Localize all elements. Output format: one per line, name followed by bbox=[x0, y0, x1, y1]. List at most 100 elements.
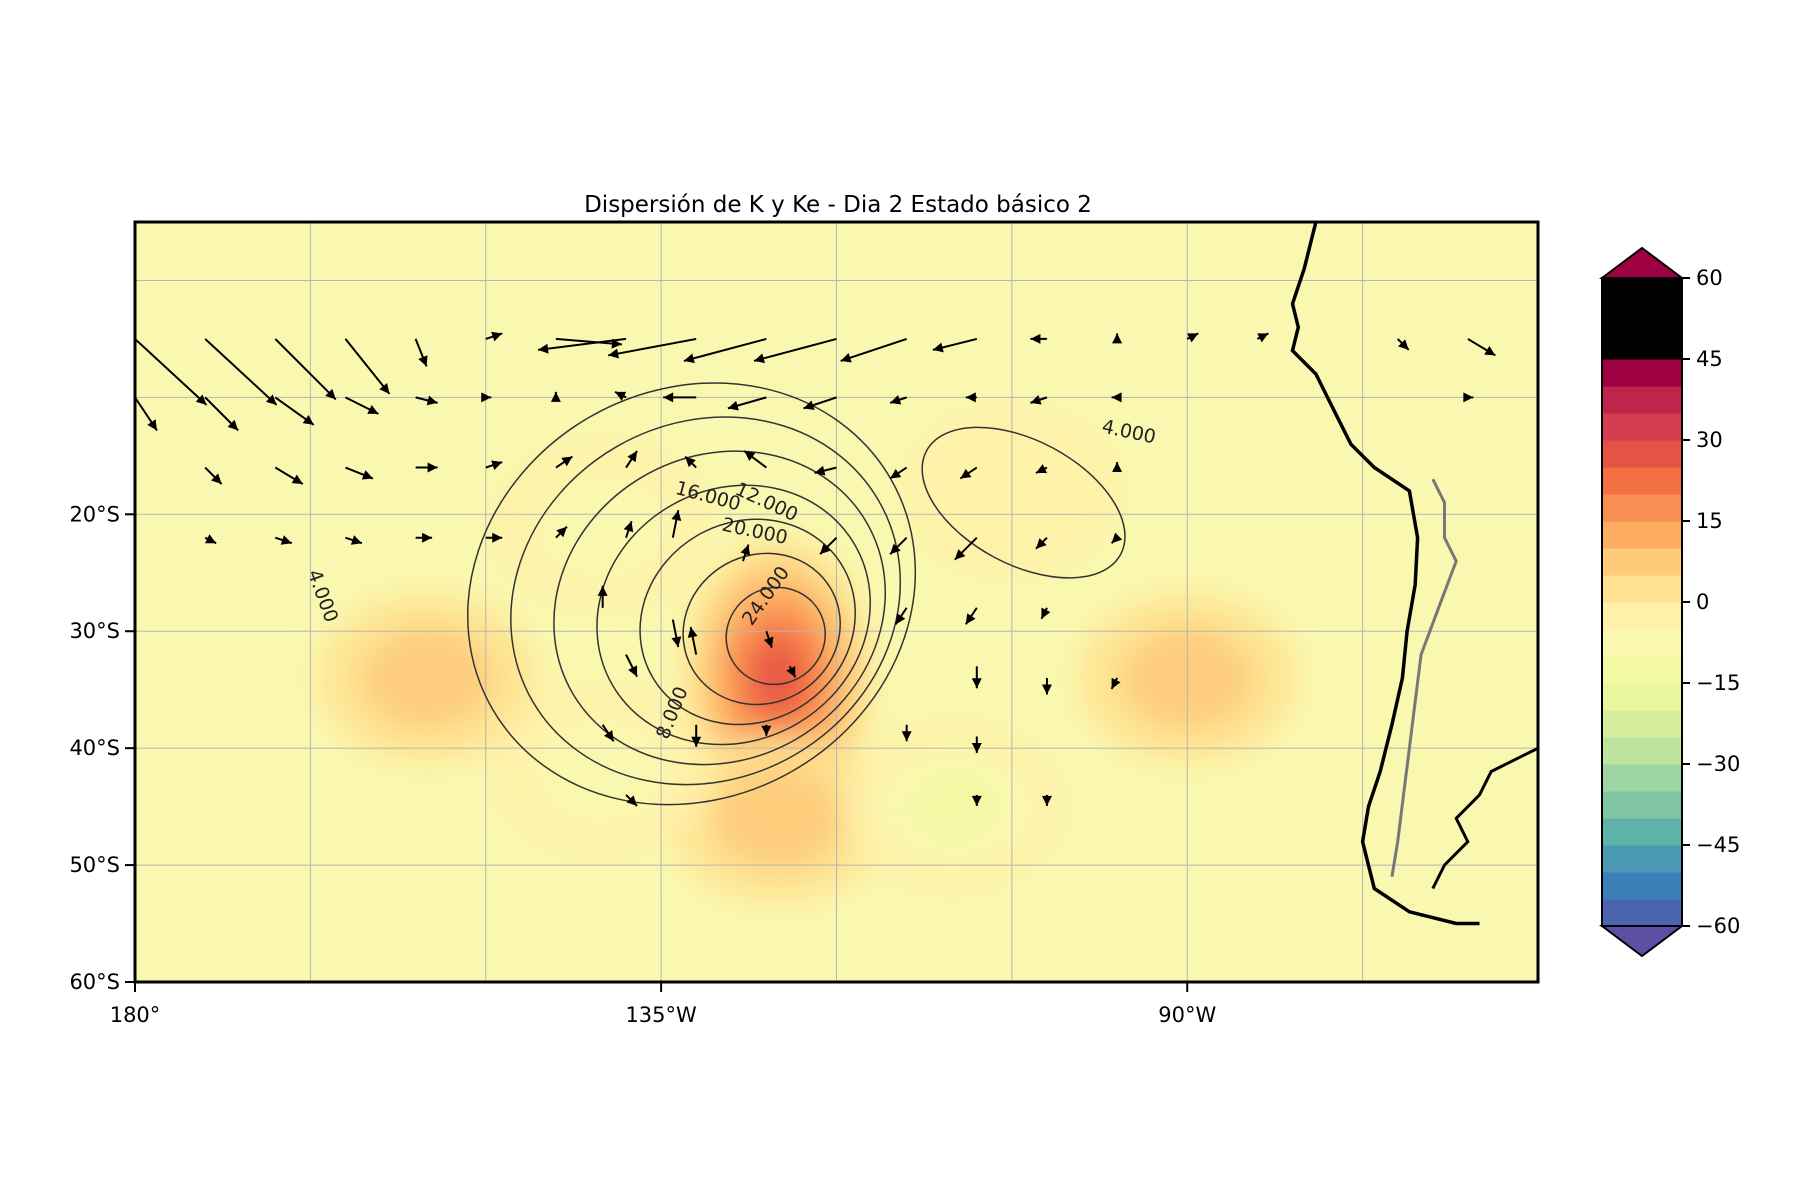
vector-head bbox=[379, 382, 390, 394]
colorbar-bin-4 bbox=[1602, 791, 1682, 819]
vector-arrow-20 bbox=[204, 396, 239, 432]
vector-head bbox=[628, 665, 638, 677]
vector-head bbox=[426, 395, 438, 406]
vector-arrow-58 bbox=[819, 536, 838, 555]
vector-head bbox=[820, 543, 831, 555]
colorbar-bin-3 bbox=[1602, 818, 1682, 846]
colorbar-bin-9 bbox=[1602, 656, 1682, 684]
vector-head bbox=[291, 474, 303, 485]
vector-head bbox=[691, 736, 702, 747]
vector-arrow-32 bbox=[1030, 394, 1048, 405]
vector-head bbox=[1187, 333, 1199, 343]
vector-head bbox=[227, 419, 239, 431]
vector-head bbox=[663, 392, 674, 403]
vector-arrow-81 bbox=[1041, 794, 1052, 806]
vector-head bbox=[727, 400, 739, 411]
colorbar-bin-19 bbox=[1602, 386, 1682, 414]
coastline-path bbox=[1290, 222, 1480, 926]
x-tick-label: 90°W bbox=[1158, 1003, 1216, 1027]
vector-arrow-9 bbox=[683, 337, 767, 364]
anomaly-6-level-2 bbox=[536, 720, 669, 823]
vector-arrow-2 bbox=[274, 338, 337, 401]
vector-head bbox=[422, 532, 433, 543]
vector-arrow-46 bbox=[959, 466, 978, 480]
vector-head bbox=[814, 465, 826, 476]
vector-head bbox=[895, 613, 906, 625]
vector-head bbox=[840, 353, 852, 363]
vector-arrow-24 bbox=[481, 392, 492, 403]
vector-head bbox=[626, 795, 638, 806]
vector-head bbox=[492, 532, 503, 543]
vector-head bbox=[744, 451, 756, 462]
vector-head bbox=[1111, 532, 1123, 544]
vector-arrow-16 bbox=[1256, 332, 1269, 343]
vector-arrow-67 bbox=[964, 607, 978, 625]
vector-head bbox=[1257, 333, 1269, 343]
vector-arrow-19 bbox=[135, 396, 158, 431]
vector-head bbox=[1112, 462, 1123, 473]
vector-head bbox=[302, 415, 314, 425]
anomaly-0-level-6 bbox=[756, 645, 800, 711]
y-tick-label: 40°S bbox=[69, 736, 120, 760]
vector-head bbox=[1035, 538, 1047, 549]
vector-arrow-10 bbox=[753, 337, 837, 364]
colorbar-tick-label: 30 bbox=[1696, 428, 1723, 452]
vector-head bbox=[1111, 392, 1122, 403]
vector-head bbox=[204, 534, 217, 544]
anomaly-4-level-2 bbox=[536, 475, 669, 577]
chart-title: Dispersión de K y Ke - Dia 2 Estado bási… bbox=[584, 192, 1092, 218]
vector-head bbox=[954, 549, 966, 560]
vector-arrow-82 bbox=[971, 794, 982, 806]
vector-arrow-3 bbox=[344, 338, 391, 395]
x-tick-label: 180° bbox=[110, 1003, 161, 1027]
vector-head bbox=[367, 404, 379, 414]
contour-level-20 bbox=[639, 518, 856, 726]
y-tick-label: 60°S bbox=[69, 970, 120, 994]
colorbar-tick-label: −45 bbox=[1696, 833, 1740, 857]
vector-shaft bbox=[683, 337, 767, 362]
vector-arrow-23 bbox=[415, 395, 438, 406]
vector-head bbox=[623, 521, 634, 533]
vector-arrow-57 bbox=[740, 544, 751, 562]
vector-head bbox=[971, 795, 982, 806]
vector-arrow-60 bbox=[954, 536, 978, 561]
vector-shaft bbox=[537, 337, 627, 351]
contour-level-24 bbox=[682, 552, 841, 706]
colorbar-tick-label: −60 bbox=[1696, 914, 1740, 938]
anomaly-5-level-3 bbox=[906, 770, 1001, 844]
vector-arrow-59 bbox=[889, 536, 908, 555]
vector-shaft bbox=[753, 337, 837, 362]
vector-arrow-75 bbox=[761, 724, 772, 736]
y-axis: 20°S 30°S 40°S 50°S 60°S bbox=[69, 502, 135, 994]
vector-head bbox=[763, 636, 774, 648]
vector-field bbox=[135, 331, 1496, 807]
vector-arrow-65 bbox=[763, 630, 774, 649]
vector-head bbox=[932, 342, 944, 353]
vector-head bbox=[890, 543, 901, 555]
vector-head bbox=[1041, 607, 1051, 619]
vector-head bbox=[361, 470, 373, 480]
map-frame bbox=[133, 220, 1540, 984]
vector-head bbox=[1112, 333, 1123, 344]
vector-arrow-45 bbox=[889, 466, 908, 480]
vector-arrow-49 bbox=[204, 534, 217, 545]
vector-arrow-47 bbox=[1035, 464, 1048, 474]
vector-arrow-69 bbox=[625, 654, 638, 678]
vector-shaft bbox=[344, 338, 391, 395]
vector-head bbox=[265, 394, 277, 405]
vector-arrow-31 bbox=[965, 392, 977, 403]
anomaly-3-level-2 bbox=[361, 627, 494, 729]
vector-head bbox=[550, 391, 561, 402]
colorbar-bin-0 bbox=[1602, 899, 1682, 927]
colorbar-bin-16 bbox=[1602, 467, 1682, 495]
vector-arrow-78 bbox=[1110, 677, 1121, 690]
anomaly-1-level-2 bbox=[712, 767, 845, 870]
colorbar-tick-label: 45 bbox=[1696, 347, 1723, 371]
colorbar-bin-20 bbox=[1602, 359, 1682, 387]
vector-arrow-34 bbox=[1463, 392, 1474, 403]
vector-head bbox=[671, 636, 682, 648]
vector-head bbox=[1111, 677, 1121, 689]
colorbar-tick-label: 0 bbox=[1696, 590, 1709, 614]
vector-head bbox=[1041, 795, 1052, 806]
vector-head bbox=[350, 535, 362, 545]
